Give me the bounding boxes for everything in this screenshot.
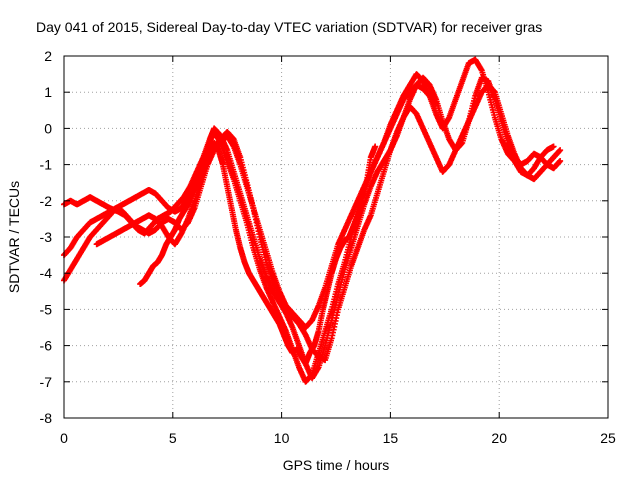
data-point [372,143,379,150]
x-tick-label: 25 [600,430,616,446]
data-point [433,100,440,107]
x-tick-labels: 0 5 10 15 20 25 [60,430,616,446]
x-tick-label: 0 [60,430,68,446]
data-point [550,143,557,150]
x-tick-label: 10 [274,430,290,446]
data-series-5 [137,139,379,367]
x-tick-label: 20 [491,430,507,446]
y-axis-label: SDTVAR / TECUs [6,181,22,293]
x-tick-label: 5 [169,430,177,446]
grid [64,56,608,418]
chart-title: Day 041 of 2015, Sidereal Day-to-day VTE… [36,19,542,35]
y-tick-label: 0 [44,120,52,136]
axis-ticks [63,55,609,419]
y-tick-label: -8 [40,410,53,426]
x-tick-label: 15 [383,430,399,446]
data-point [557,147,564,154]
x-axis-label: GPS time / hours [283,457,390,473]
y-tick-labels: 2 1 0 -1 -2 -3 -4 -5 -6 -7 -8 [40,48,53,426]
y-tick-label: 2 [44,48,52,64]
y-tick-label: -7 [40,374,53,390]
y-tick-label: 1 [44,84,52,100]
y-tick-label: -4 [40,265,53,281]
y-tick-label: -5 [40,301,53,317]
y-tick-label: -2 [40,193,53,209]
y-tick-label: -1 [40,157,53,173]
data-point [557,157,564,164]
y-tick-label: -3 [40,229,53,245]
data-series-4 [93,81,440,331]
data-series [61,56,564,385]
y-tick-label: -6 [40,338,53,354]
